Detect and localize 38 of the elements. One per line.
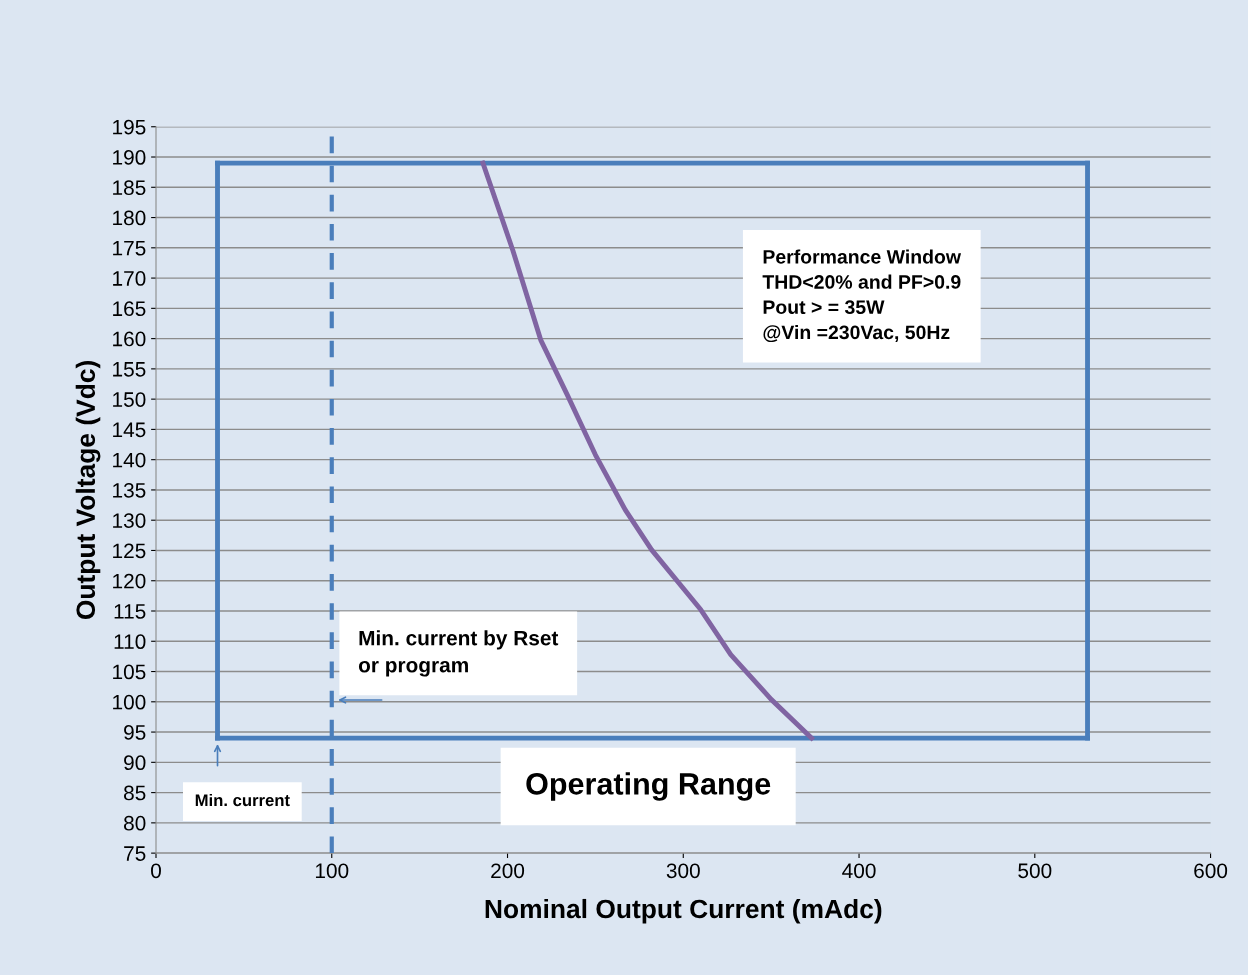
y-tick-label: 115 xyxy=(114,604,146,619)
y-tick-label: 195 xyxy=(113,119,146,135)
y-tick-label: 90 xyxy=(124,755,146,771)
y-tick-label: 110 xyxy=(114,634,146,650)
y-tick-label: 150 xyxy=(113,392,146,407)
y-tick-label: 175 xyxy=(113,241,146,256)
x-tick-label: 300 xyxy=(666,863,700,879)
x-tick-label: 500 xyxy=(1018,863,1052,879)
x-tick-label: 600 xyxy=(1194,863,1228,879)
y-tick-label: 160 xyxy=(113,331,146,347)
x-tick-label: 100 xyxy=(315,863,349,879)
y-tick-label: 75 xyxy=(124,846,146,861)
annotation: Min. current by Rset or program xyxy=(358,630,559,677)
y-tick-label: 100 xyxy=(113,694,146,710)
y-tick-label: 145 xyxy=(113,422,146,438)
annotation: Operating Range xyxy=(526,772,771,801)
x-tick-label: 400 xyxy=(842,863,876,879)
x-axis-title: Nominal Output Current (mAdc) xyxy=(485,898,882,924)
y-tick-label: 140 xyxy=(113,452,146,468)
y-tick-label: 105 xyxy=(113,664,146,680)
y-tick-label: 95 xyxy=(124,725,146,740)
y-tick-label: 85 xyxy=(124,785,146,801)
y-tick-label: 170 xyxy=(113,271,146,286)
y-tick-label: 120 xyxy=(113,573,146,589)
y-tick-label: 135 xyxy=(113,482,146,498)
y-tick-label: 165 xyxy=(113,301,146,317)
annotation: Performance Window THD<20% and PF>0.9 Pout > = 35W @Vin =230Vac, 50Hz xyxy=(762,249,962,343)
y-tick-label: 80 xyxy=(124,815,146,831)
y-tick-label: 130 xyxy=(113,513,146,528)
x-tick-label: 200 xyxy=(491,863,525,879)
y-tick-label: 180 xyxy=(113,210,146,226)
annotation: Min. current xyxy=(195,793,290,807)
y-tick-label: 190 xyxy=(113,150,146,165)
y-axis-title: Output Voltage (Vdc) xyxy=(75,361,101,620)
x-tick-label: 0 xyxy=(151,863,161,879)
y-tick-label: 185 xyxy=(113,180,146,196)
y-tick-label: 125 xyxy=(113,543,146,559)
y-tick-label: 155 xyxy=(113,362,146,377)
